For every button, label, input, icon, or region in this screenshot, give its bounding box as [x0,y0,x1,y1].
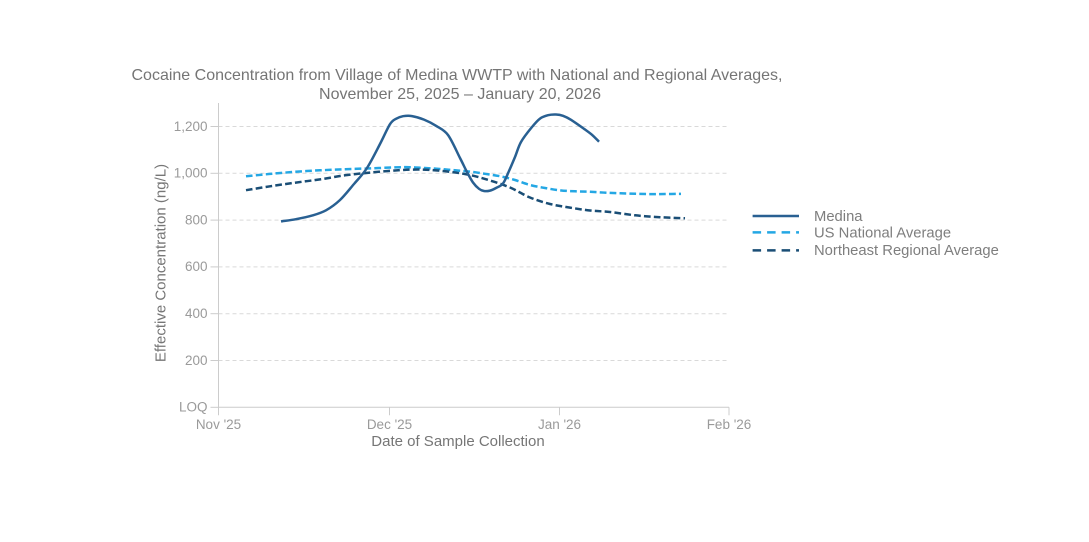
svg-text:600: 600 [185,259,208,274]
svg-text:US National Average: US National Average [814,226,951,242]
svg-text:Cocaine Concentration from Vil: Cocaine Concentration from Village of Me… [131,67,782,84]
svg-text:Jan '26: Jan '26 [538,417,581,432]
svg-text:Northeast Regional Average: Northeast Regional Average [814,243,999,259]
svg-text:800: 800 [185,212,208,227]
svg-text:Nov '25: Nov '25 [196,417,241,432]
svg-text:1,000: 1,000 [174,166,208,181]
svg-text:200: 200 [185,353,208,368]
svg-text:Medina: Medina [814,209,863,225]
svg-text:400: 400 [185,306,208,321]
svg-text:Feb '26: Feb '26 [707,417,752,432]
svg-text:Date of Sample Collection: Date of Sample Collection [371,433,544,450]
svg-text:November 25, 2025 – January 20: November 25, 2025 – January 20, 2026 [319,86,601,103]
svg-text:Dec '25: Dec '25 [367,417,412,432]
svg-text:LOQ: LOQ [179,400,208,415]
svg-text:Effective Concentration (ng/L): Effective Concentration (ng/L) [153,164,170,362]
svg-text:1,200: 1,200 [174,119,208,134]
